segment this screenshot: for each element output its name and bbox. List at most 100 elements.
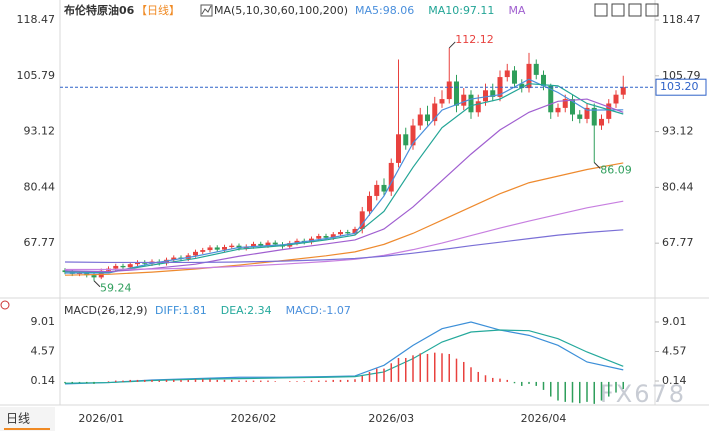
icon-draw[interactable] (611, 3, 625, 17)
y-tick-label-right: 118.47 (662, 13, 701, 26)
candle-body (265, 242, 271, 246)
candle-body (541, 74, 546, 86)
candle-body (519, 83, 525, 89)
candle-body (214, 247, 220, 250)
candle-body (359, 211, 365, 229)
toolbar-icons (594, 3, 659, 17)
y-tick-label: 93.12 (24, 125, 56, 138)
macd-title: MACD(26,12,9) (64, 304, 148, 317)
candle-body (490, 90, 496, 97)
ma-line (64, 229, 624, 264)
legend-entry: MACD:-1.07 (286, 304, 351, 317)
ma-line (65, 200, 624, 271)
period-tab[interactable] (0, 407, 55, 431)
ma-line (64, 162, 624, 276)
legend-entry: MA5:98.06 (355, 4, 414, 17)
legend-entry: MA (508, 4, 525, 17)
x-tick-label: 2026/04 (521, 412, 567, 425)
candle-body (193, 251, 198, 256)
candle-body (425, 114, 430, 122)
candle-body (439, 99, 445, 104)
candle-body (367, 195, 372, 212)
candle-body (330, 234, 336, 238)
y-tick-label: 9.01 (31, 315, 56, 328)
candle-body (512, 70, 517, 84)
candle-body (345, 232, 351, 234)
candle-body (171, 257, 177, 260)
candle-body (570, 99, 575, 115)
icon-settings[interactable] (594, 3, 608, 17)
candle-body (461, 94, 467, 106)
candle-body (504, 70, 510, 78)
candle-body (381, 184, 387, 192)
candle-body (599, 118, 604, 126)
y-tick-label: 80.44 (24, 180, 56, 193)
candle-body (338, 232, 343, 235)
candle-body (577, 114, 583, 119)
last-price-box (655, 78, 707, 96)
candle-body (272, 242, 278, 245)
ma-line (65, 78, 624, 274)
ma-settings-icon[interactable] (200, 4, 213, 17)
y-tick-label: 0.14 (31, 374, 56, 387)
candle-body (432, 103, 438, 122)
ma-label: MA(5,10,30,60,100,200) (214, 4, 348, 17)
candle-body (548, 85, 554, 113)
candle-body (468, 94, 474, 113)
candle-body (229, 245, 235, 248)
candle-body (84, 272, 90, 276)
ma-line (64, 83, 624, 273)
candle-body (591, 107, 597, 126)
icon-fullscreen[interactable] (645, 3, 659, 17)
y-tick-label-right: 80.44 (662, 180, 694, 193)
x-tick-label: 2026/01 (78, 412, 124, 425)
candle-body (526, 63, 532, 89)
candle-body (483, 90, 488, 102)
candle-body (533, 63, 539, 75)
candle-body (222, 247, 227, 250)
candle-body (613, 94, 619, 104)
y-tick-label: 4.57 (31, 345, 56, 358)
candle-body (323, 236, 329, 238)
legend-entry: DEA:2.34 (221, 304, 272, 317)
low-annotation: 86.09 (600, 164, 632, 177)
icon-indicator[interactable] (628, 3, 642, 17)
last-price-label: 103.20 (660, 80, 699, 93)
legend-entry: DIFF:1.81 (155, 304, 207, 317)
y-tick-label-right: 0.14 (662, 374, 687, 387)
candle-body (127, 264, 133, 268)
candle-body (446, 81, 452, 100)
candle-body (388, 162, 394, 192)
low-marker (93, 280, 101, 288)
low-annotation: 59.24 (100, 282, 132, 295)
candle-body (403, 134, 409, 146)
candle-body (396, 134, 401, 163)
ma-line (64, 98, 624, 273)
high-marker (448, 41, 456, 49)
y-tick-label: 67.77 (24, 236, 56, 249)
indicator-close-icon[interactable] (0, 300, 10, 310)
candle-body (294, 240, 300, 244)
candle-body (620, 87, 626, 95)
period-label[interactable]: 【日线】 (136, 3, 180, 17)
candle-body (352, 228, 358, 234)
candle-body (251, 243, 256, 247)
ma-line (64, 321, 624, 385)
candle-body (374, 184, 380, 196)
candle-body (316, 236, 322, 239)
y-tick-label: 118.47 (17, 13, 56, 26)
ma-icon-line (201, 5, 212, 15)
y-tick-label: 105.79 (17, 69, 56, 82)
candle-body (135, 262, 140, 265)
candle-body (113, 265, 119, 269)
y-tick-label-right: 67.77 (662, 236, 694, 249)
candle-body (91, 275, 97, 278)
candle-body (454, 81, 459, 106)
candle-body (606, 103, 612, 119)
legend-entry: MA10:97.11 (428, 4, 494, 17)
low-marker (593, 162, 601, 169)
period-tab-label[interactable]: 日线 (6, 412, 30, 426)
x-tick-label: 2026/03 (368, 412, 414, 425)
